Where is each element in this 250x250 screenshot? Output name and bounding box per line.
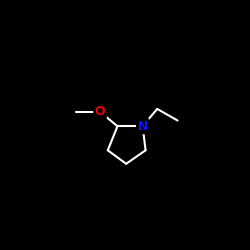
Text: O: O <box>95 105 105 118</box>
Text: N: N <box>138 120 148 133</box>
